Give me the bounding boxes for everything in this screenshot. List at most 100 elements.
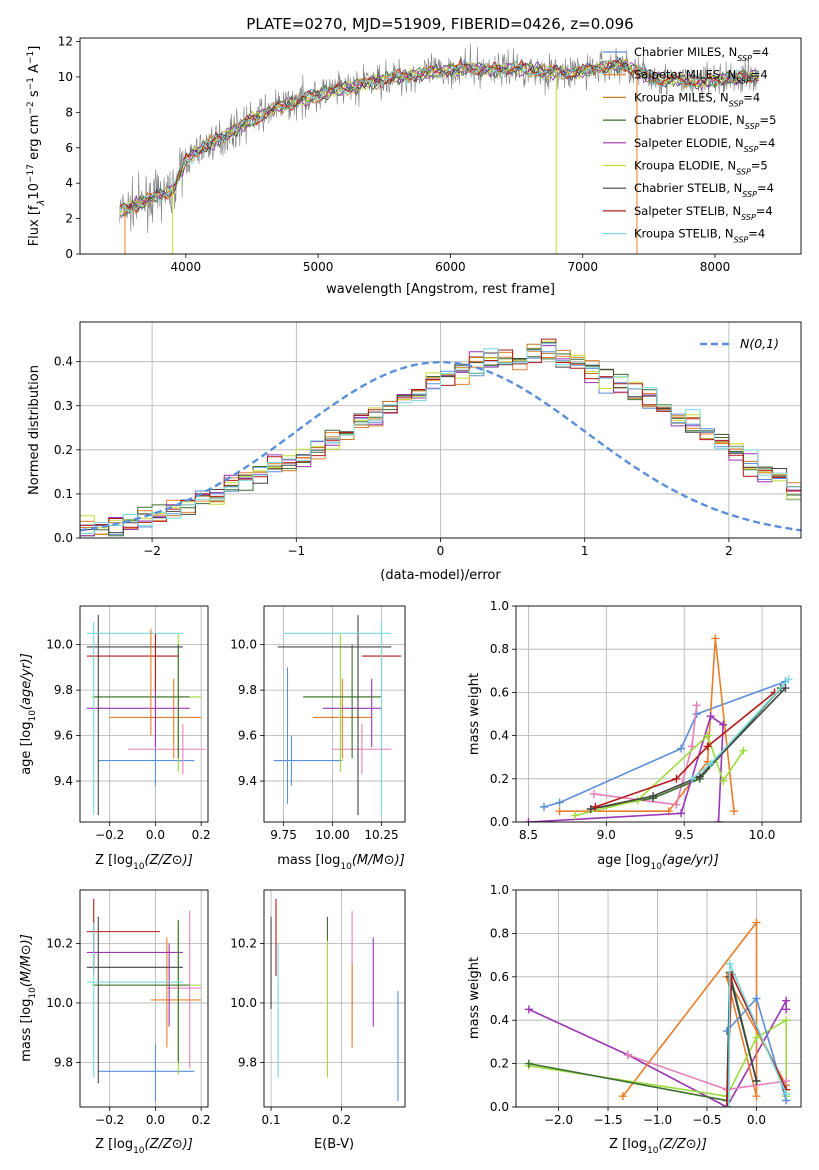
age-vs-Z-ytick-label: 9.6 [54,729,73,743]
spectrum-ytick-label: 2 [65,212,73,226]
residuals-xtick-label: 2 [725,544,733,558]
massweight-vs-Z-ytick-label: 0.2 [490,1057,509,1071]
age-vs-mass-xlabel: mass [log10(M/M⊙)] [277,853,405,872]
massweight-vs-age-point-marker [677,809,686,818]
age-vs-mass-ytick-label: 9.4 [238,774,257,788]
residuals-frame [79,321,802,539]
legend-label: Salpeter ELODIE, NSSP=4 [634,136,775,154]
age-vs-mass-xtick-label: 10.00 [315,828,349,842]
mass-vs-EBV-axes: 0.1 0.2 9.8 10.0 10.2 [230,890,405,1127]
massweight-vs-age-point-marker [706,759,715,768]
mass-vs-EBV-xtick-label: 0.2 [332,1113,351,1127]
massweight-vs-age-series-line [590,687,782,810]
massweight-vs-age-point-marker [591,802,600,811]
massweight-vs-Z-point-marker [524,1005,533,1014]
massweight-vs-age-point-marker [692,701,701,710]
massweight-vs-age-point-marker [555,807,564,816]
mass-vs-Z-frame [79,889,209,1108]
mass-vs-Z-xtick-label: −0.2 [95,1113,124,1127]
spectrum-plot-area [119,44,760,254]
residuals-xtick-label: −2 [143,544,161,558]
age-vs-Z-ytick-label: 10.0 [46,638,73,652]
massweight-vs-age-series-line [590,687,786,810]
mass-vs-Z-ytick-label: 10.0 [46,996,73,1010]
massweight-vs-age-point-marker [540,802,549,811]
mass-vs-Z-xtick-label: 0.0 [146,1113,165,1127]
spectrum-ytick-label: 12 [58,35,73,49]
massweight-vs-age-lines [524,634,793,822]
residuals-xtick-label: 0 [437,544,445,558]
legend-label: Kroupa STELIB, NSSP=4 [634,227,765,245]
age-vs-mass-ytick-label: 9.6 [238,729,257,743]
massweight-vs-Z-point-marker [782,1089,791,1098]
massweight-vs-Z-xtick-label: −1.0 [643,1113,672,1127]
age-vs-mass-axes: 9.75 10.00 10.25 9.4 9.6 9.8 10.0 [230,606,405,842]
massweight-vs-Z-ytick-label: 0.8 [490,926,509,940]
massweight-vs-Z-point-marker [623,1050,632,1059]
residuals-plot-area [80,338,801,538]
massweight-vs-age-ytick-label: 0.6 [490,685,509,699]
spectrum-xtick-label: 6000 [435,260,466,274]
mass-vs-Z-ytick-label: 9.8 [54,1055,73,1069]
residuals-ylabel: Normed distribution [27,365,42,495]
massweight-vs-Z-ytick-label: 0.4 [490,1013,509,1027]
massweight-vs-age-series-line [595,691,776,808]
residuals-xtick-label: −1 [287,544,305,558]
massweight-vs-Z-point-marker [782,1005,791,1014]
spectrum-xlabel: wavelength [Angstrom, rest frame] [326,282,555,297]
spectrum-xtick-label: 7000 [567,260,598,274]
massweight-vs-Z-point-marker [722,1103,731,1107]
mass-vs-Z-xtick-label: 0.2 [192,1113,211,1127]
spectrum-ytick-label: 0 [65,247,73,261]
massweight-vs-age-point-marker [672,774,681,783]
residuals-xlabel: (data-model)/error [380,568,501,583]
mass-vs-Z-axes: −0.2 0.0 0.2 9.8 10.0 10.2 [46,890,211,1127]
age-vs-Z-errorbars [86,615,206,816]
age-vs-Z-axes: −0.2 0.0 0.2 9.4 9.6 9.8 10.0 [46,606,211,842]
massweight-vs-age-ytick-label: 0.8 [490,642,509,656]
residuals-ytick-label: 0.1 [54,487,73,501]
age-vs-mass-errorbars [273,615,402,816]
mass-vs-Z-ytick-label: 10.2 [46,937,73,951]
residuals-xtick-label: 1 [581,544,589,558]
mass-vs-EBV-ytick-label: 10.0 [230,996,257,1010]
spectrum-ylabel-part: A [27,64,42,77]
mass-vs-EBV-ytick-label: 10.2 [230,937,257,951]
massweight-vs-age-xlabel: age [log10(age/yr)] [597,853,719,872]
legend-label: Kroupa ELODIE, NSSP=5 [634,159,768,177]
massweight-vs-Z-frame [515,889,802,1108]
legend-label: Chabrier ELODIE, NSSP=5 [634,113,776,131]
spectrum-ylabel-part: −1 [26,77,36,90]
massweight-vs-age-point-marker [703,742,712,751]
massweight-vs-Z-xtick-label: −2.0 [544,1113,573,1127]
massweight-vs-age-point-marker [714,818,723,822]
massweight-vs-Z-point-marker [752,1033,761,1042]
age-vs-mass-xtick-label: 10.25 [364,828,398,842]
spectrum-ytick-label: 8 [65,105,73,119]
massweight-vs-Z-point-marker [725,959,734,968]
spectrum-title: PLATE=0270, MJD=51909, FIBERID=0426, z=0… [246,15,633,33]
massweight-vs-age-ylabel: mass weight [467,673,482,755]
spectrum-ylabel-part: ] [27,46,42,51]
residuals-ytick-label: 0.3 [54,399,73,413]
residuals-histogram [80,343,801,538]
spectrum-ylabel-part: λ [36,200,47,207]
massweight-vs-Z-xtick-label: 0.0 [747,1113,766,1127]
massweight-vs-age-point-marker [571,811,580,820]
residuals-ytick-label: 0.2 [54,443,73,457]
spectrum-model-line [119,57,759,211]
spectrum-model-line [119,59,759,213]
spectrum-xtick-label: 5000 [303,260,334,274]
massweight-vs-age-point-marker [739,746,748,755]
massweight-vs-Z-point-marker [724,1103,733,1107]
massweight-vs-Z-xtick-label: −0.5 [692,1113,721,1127]
massweight-vs-age-series-line [575,734,745,817]
massweight-vs-age-point-marker [719,776,728,785]
massweight-vs-age-point-marker [695,772,704,781]
spectrum-ylabel-part: −2 [26,101,36,114]
massweight-vs-Z-point-marker [752,1076,761,1085]
mass-vs-EBV-xlabel: E(B-V) [314,1137,354,1152]
legend-label: Salpeter MILES, NSSP=4 [634,68,768,86]
spectrum-ylabel-part: s [27,90,42,101]
